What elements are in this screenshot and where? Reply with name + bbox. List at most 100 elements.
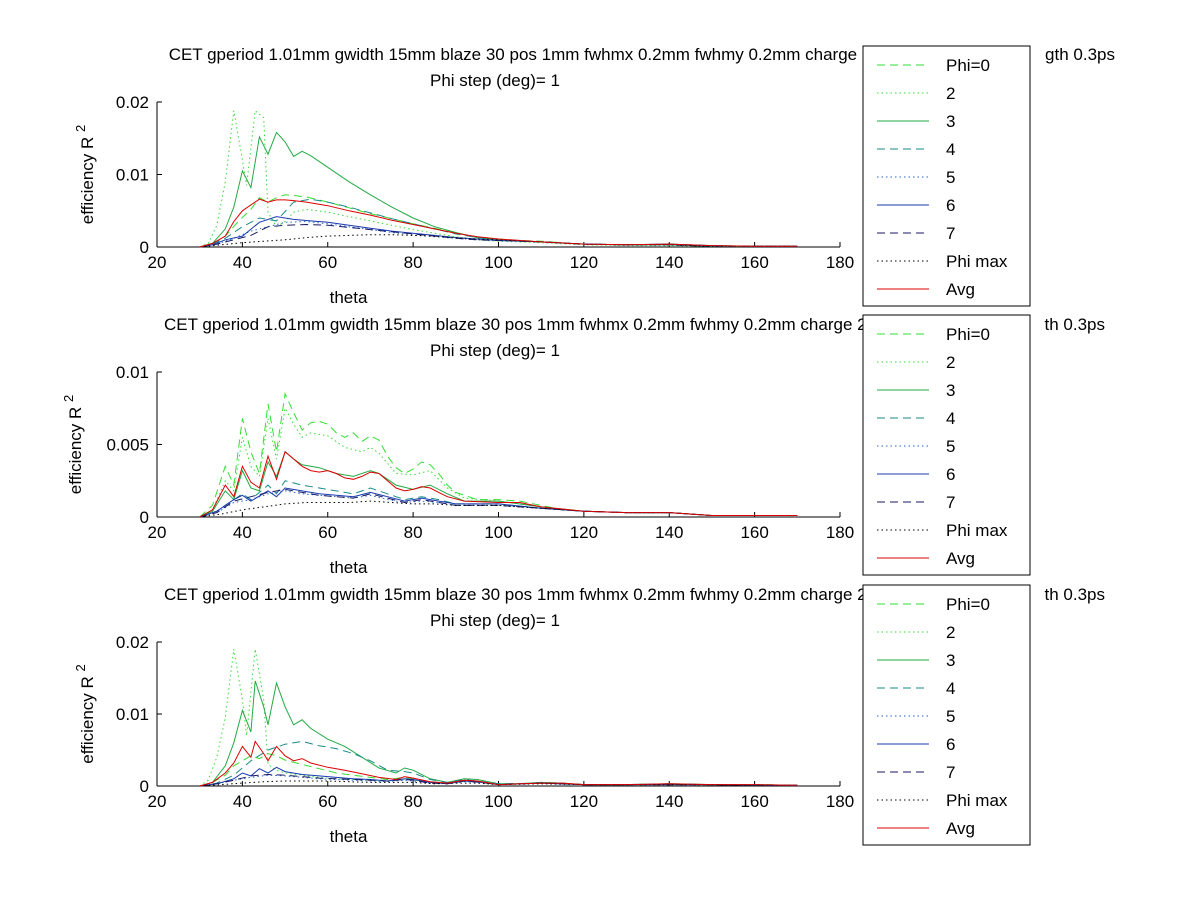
- plot-subtitle: Phi step (deg)= 1: [430, 71, 560, 90]
- x-tick-label: 140: [655, 792, 683, 811]
- series-line-4: [199, 740, 798, 787]
- x-axis-label: theta: [330, 558, 368, 577]
- y-tick-label: 0.02: [116, 93, 149, 112]
- x-tick-label: 140: [655, 523, 683, 542]
- x-tick-label: 120: [570, 253, 598, 272]
- plot-title: CET gperiod 1.01mm gwidth 15mm blaze 30 …: [164, 585, 876, 604]
- x-tick-label: 180: [826, 523, 854, 542]
- series-line-phi-max: [199, 500, 798, 518]
- y-axis-label: efficiency R 2: [73, 125, 97, 225]
- y-tick-label: 0.01: [116, 363, 149, 382]
- x-tick-label: 100: [484, 792, 512, 811]
- legend-entry: Phi max: [946, 252, 1008, 271]
- legend-box: [862, 314, 1031, 576]
- x-tick-label: 60: [318, 253, 337, 272]
- legend-entry: 4: [946, 140, 955, 159]
- legend: Phi=0 2 3 4 5 6 7 Phi max Avg: [862, 45, 1031, 307]
- subplot-3: CET gperiod 1.01mm gwidth 15mm blaze 30 …: [73, 584, 1106, 846]
- x-axis-label: theta: [330, 288, 368, 307]
- series-line-3: [199, 680, 798, 787]
- legend-entry: Phi=0: [946, 325, 990, 344]
- x-tick-label: 120: [570, 792, 598, 811]
- legend-entry: Phi=0: [946, 595, 990, 614]
- legend-entry: 7: [946, 763, 955, 782]
- legend-entry: 5: [946, 437, 955, 456]
- x-tick-label: 40: [233, 792, 252, 811]
- legend-entry: 4: [946, 679, 955, 698]
- y-tick-label: 0: [140, 508, 149, 527]
- series-line-3: [199, 131, 798, 248]
- series-line-5: [199, 774, 798, 787]
- legend: Phi=0 2 3 4 5 6 7 Phi max Avg: [862, 314, 1031, 576]
- x-tick-label: 60: [318, 792, 337, 811]
- legend-entry: 3: [946, 381, 955, 400]
- legend-entry: Avg: [946, 549, 975, 568]
- legend-box: [862, 45, 1031, 307]
- x-tick-label: 20: [148, 523, 167, 542]
- plot-subtitle: Phi step (deg)= 1: [430, 341, 560, 360]
- series-line-avg: [199, 740, 798, 787]
- x-tick-label: 40: [233, 253, 252, 272]
- legend-entry: 7: [946, 493, 955, 512]
- legend-entry: 5: [946, 168, 955, 187]
- x-tick-label: 80: [404, 253, 423, 272]
- y-tick-label: 0.005: [106, 436, 149, 455]
- y-axis-label: efficiency R 2: [73, 664, 97, 764]
- legend-entry: 4: [946, 409, 955, 428]
- x-tick-label: 160: [740, 792, 768, 811]
- plot-subtitle: Phi step (deg)= 1: [430, 611, 560, 630]
- x-tick-label: 180: [826, 253, 854, 272]
- y-tick-label: 0.01: [116, 166, 149, 185]
- x-tick-label: 100: [484, 523, 512, 542]
- legend-entry: 6: [946, 465, 955, 484]
- x-tick-label: 80: [404, 523, 423, 542]
- legend-entry: Phi max: [946, 791, 1008, 810]
- y-axis-label: efficiency R 2: [61, 395, 85, 495]
- series-line-phi-0: [199, 392, 798, 518]
- legend-entry: 5: [946, 707, 955, 726]
- y-tick-label: 0: [140, 238, 149, 257]
- plot-title-tail: th 0.3ps: [1045, 315, 1106, 334]
- series-line-4: [199, 480, 798, 518]
- series-line-avg: [199, 450, 798, 518]
- x-tick-label: 40: [233, 523, 252, 542]
- legend-entry: 3: [946, 112, 955, 131]
- x-tick-label: 80: [404, 792, 423, 811]
- series-line-3: [199, 450, 798, 518]
- plot-title: CET gperiod 1.01mm gwidth 15mm blaze 30 …: [169, 45, 872, 64]
- y-tick-label: 0.02: [116, 633, 149, 652]
- legend-entry: 2: [946, 84, 955, 103]
- x-tick-label: 20: [148, 792, 167, 811]
- legend-entry: Avg: [946, 280, 975, 299]
- legend-entry: Phi max: [946, 521, 1008, 540]
- plot-title-tail: th 0.3ps: [1045, 585, 1106, 604]
- plot-title: CET gperiod 1.01mm gwidth 15mm blaze 30 …: [164, 315, 876, 334]
- legend-entry: 6: [946, 735, 955, 754]
- x-tick-label: 140: [655, 253, 683, 272]
- x-tick-label: 60: [318, 523, 337, 542]
- legend-entry: 7: [946, 224, 955, 243]
- x-tick-label: 160: [740, 253, 768, 272]
- legend-entry: 2: [946, 353, 955, 372]
- series-line-avg: [199, 198, 798, 248]
- x-tick-label: 180: [826, 792, 854, 811]
- legend-entry: 3: [946, 651, 955, 670]
- legend-entry: Avg: [946, 819, 975, 838]
- subplot-1: CET gperiod 1.01mm gwidth 15mm blaze 30 …: [73, 45, 1115, 307]
- legend-entry: Phi=0: [946, 56, 990, 75]
- x-axis-label: theta: [330, 827, 368, 846]
- subplot-2: CET gperiod 1.01mm gwidth 15mm blaze 30 …: [61, 314, 1106, 577]
- x-tick-label: 100: [484, 253, 512, 272]
- series-line-4: [199, 198, 798, 248]
- series-line-2: [199, 109, 798, 248]
- x-tick-label: 160: [740, 523, 768, 542]
- legend-entry: 6: [946, 196, 955, 215]
- series-line-2: [199, 649, 798, 787]
- x-tick-label: 120: [570, 523, 598, 542]
- legend-entry: 2: [946, 623, 955, 642]
- x-tick-label: 20: [148, 253, 167, 272]
- y-tick-label: 0.01: [116, 705, 149, 724]
- legend: Phi=0 2 3 4 5 6 7 Phi max Avg: [862, 584, 1031, 846]
- legend-box: [862, 584, 1031, 846]
